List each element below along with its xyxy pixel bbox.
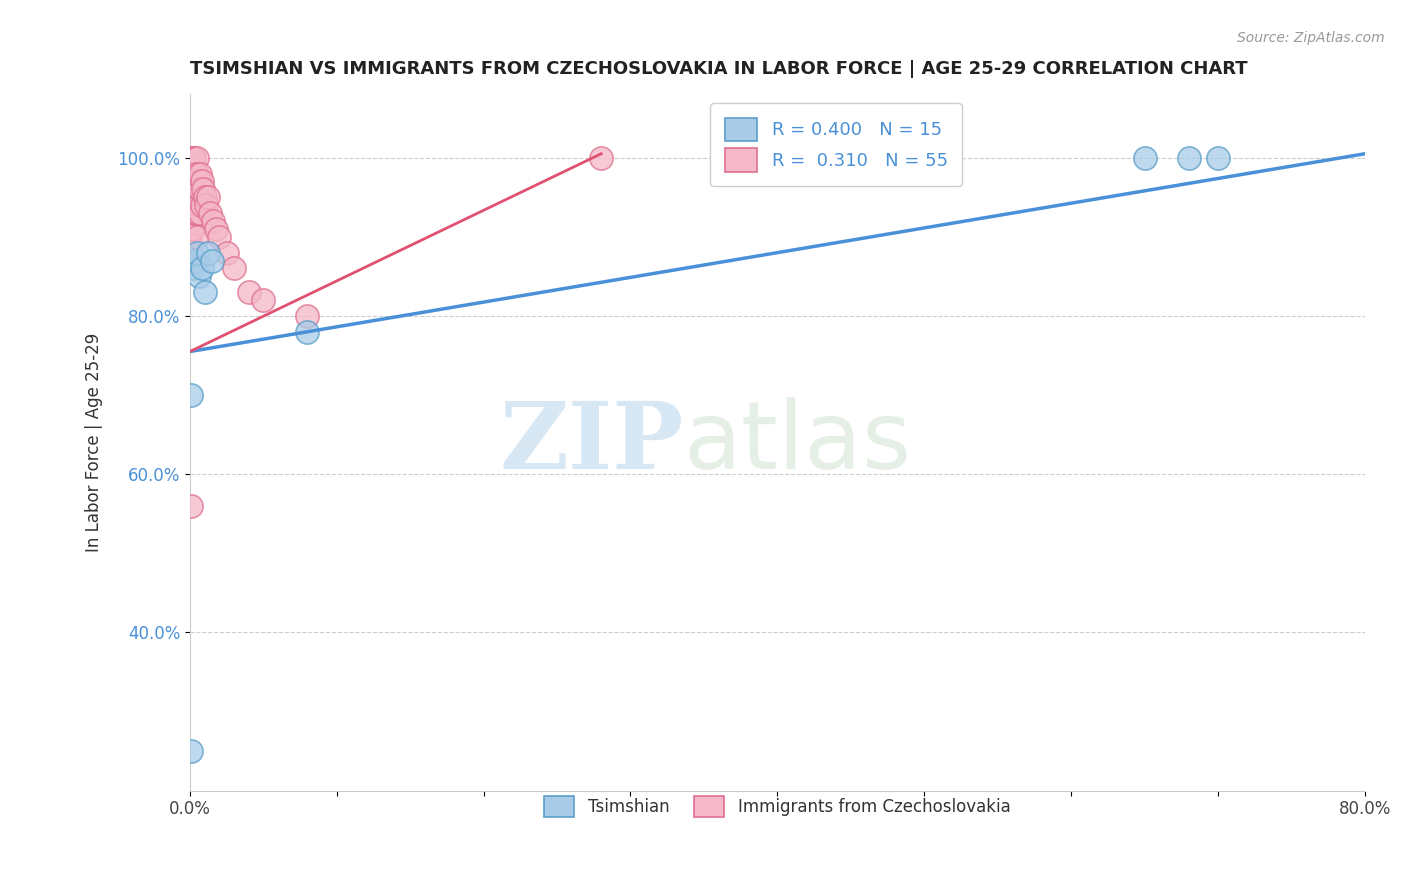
Point (180, 222, 202, 236)
Point (188, 206, 211, 220)
Point (186, 167, 208, 181)
Point (180, 151, 202, 165)
Y-axis label: In Labor Force | Age 25-29: In Labor Force | Age 25-29 (86, 333, 103, 552)
Point (184, 253, 207, 268)
Point (238, 285, 260, 300)
Point (183, 151, 205, 165)
Point (181, 151, 204, 165)
Point (195, 198, 218, 212)
Point (1177, 151, 1199, 165)
Point (184, 206, 207, 220)
Point (197, 190, 219, 204)
Point (194, 190, 217, 204)
Point (184, 182, 207, 196)
Point (184, 167, 207, 181)
Text: ZIP: ZIP (499, 398, 683, 488)
Point (187, 198, 209, 212)
Point (190, 261, 212, 276)
Point (180, 499, 202, 513)
Point (252, 293, 274, 307)
Point (181, 167, 204, 181)
Point (180, 151, 202, 165)
Point (180, 151, 202, 165)
Point (181, 151, 204, 165)
Point (188, 167, 211, 181)
Text: atlas: atlas (683, 397, 911, 489)
Point (194, 285, 217, 300)
Point (190, 174, 212, 188)
Text: TSIMSHIAN VS IMMIGRANTS FROM CZECHOSLOVAKIA IN LABOR FORCE | AGE 25-29 CORRELATI: TSIMSHIAN VS IMMIGRANTS FROM CZECHOSLOVA… (190, 60, 1247, 78)
Legend: Tsimshian, Immigrants from Czechoslovakia: Tsimshian, Immigrants from Czechoslovaki… (537, 789, 1017, 824)
Point (1133, 151, 1156, 165)
Point (190, 198, 212, 212)
Point (186, 206, 208, 220)
Point (181, 182, 204, 196)
Point (180, 151, 202, 165)
Point (297, 309, 319, 323)
Point (180, 190, 202, 204)
Point (180, 151, 202, 165)
Point (180, 174, 202, 188)
Point (180, 388, 202, 402)
Point (181, 261, 204, 276)
Point (201, 253, 224, 268)
Point (183, 182, 205, 196)
Point (205, 222, 228, 236)
Point (200, 206, 222, 220)
Point (297, 325, 319, 339)
Point (180, 151, 202, 165)
Point (181, 222, 204, 236)
Point (180, 237, 202, 252)
Point (202, 214, 225, 228)
Point (181, 198, 204, 212)
Point (183, 167, 205, 181)
Point (180, 182, 202, 196)
Point (188, 182, 211, 196)
Point (186, 230, 208, 244)
Point (1206, 151, 1229, 165)
Point (180, 151, 202, 165)
Point (186, 151, 208, 165)
Point (591, 151, 613, 165)
Point (222, 261, 245, 276)
Point (186, 182, 208, 196)
Point (180, 206, 202, 220)
Point (186, 245, 208, 260)
Point (197, 245, 219, 260)
Point (180, 744, 202, 758)
Point (183, 206, 205, 220)
Point (191, 182, 214, 196)
Text: Source: ZipAtlas.com: Source: ZipAtlas.com (1237, 31, 1385, 45)
Point (183, 253, 205, 268)
Point (187, 174, 209, 188)
Point (180, 151, 202, 165)
Point (187, 269, 209, 284)
Point (208, 230, 231, 244)
Point (180, 167, 202, 181)
Point (215, 245, 238, 260)
